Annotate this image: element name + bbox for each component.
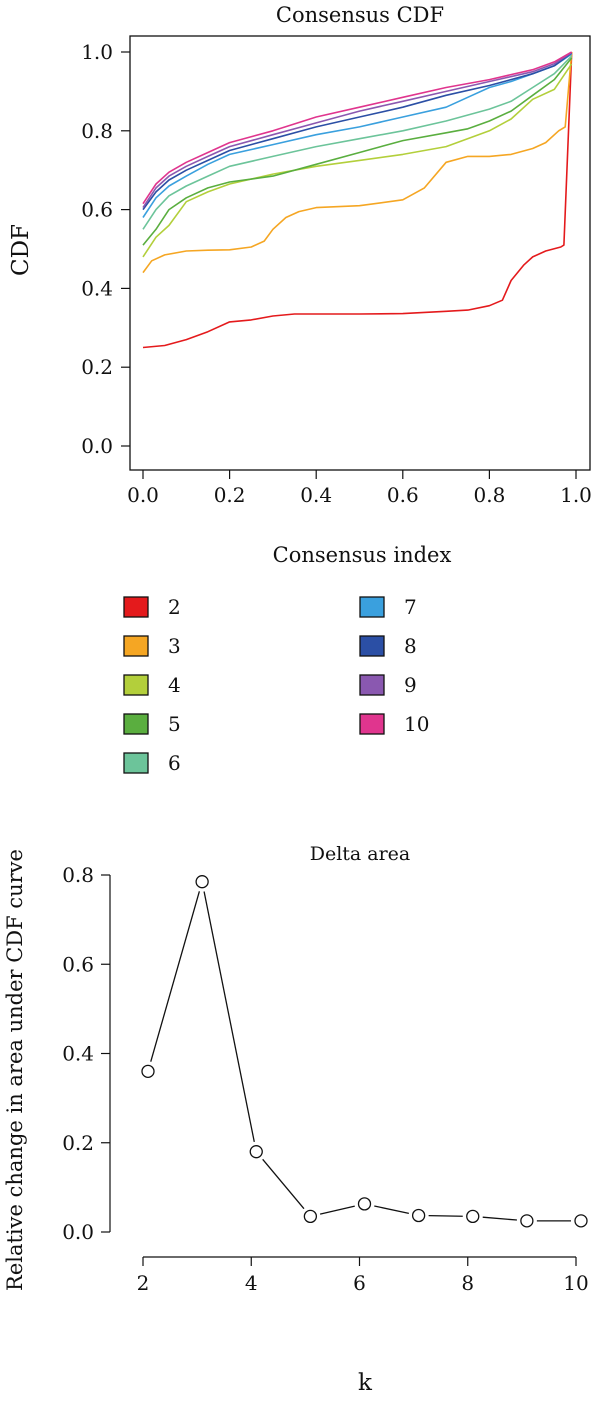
cdf-x-tick-label: 0.0 [127,483,159,507]
cdf-y-tick-label: 0.6 [81,198,113,222]
delta-area-chart: Delta area Relative change in area under… [3,843,589,1396]
cdf-chart: Consensus CDF CDF 0.0 0.2 0.4 0.6 0.8 1.0 0.0… [8,3,592,507]
legend-label: 2 [168,595,181,619]
cdf-y-tick-label: 0.4 [81,276,113,300]
legend-item-10: 10 [359,712,429,736]
cdf-y-tick-label: 1.0 [81,40,113,64]
cdf-y-tick-label: 0.8 [81,119,113,143]
legend-item-8: 8 [359,634,417,658]
cdf-y-tick-label: 0.0 [81,434,113,458]
delta-x-tick-label: 8 [461,1271,474,1295]
delta-title: Delta area [310,843,411,865]
delta-point [466,1209,480,1224]
legend-swatch [123,596,149,618]
cdf-series-lines [142,51,573,349]
legend-label: 8 [404,634,417,658]
legend-label: 3 [168,634,181,658]
delta-segment [482,1216,517,1221]
legend-label: 4 [168,673,181,697]
legend-item-6: 6 [123,751,181,775]
cdf-line-k3 [142,51,573,274]
legend-label: 9 [404,673,417,697]
legend-swatch [359,596,385,618]
delta-y-tick-label: 0.2 [62,1131,94,1155]
delta-point [303,1209,318,1224]
delta-y-tick-label: 0.0 [62,1220,94,1244]
legend-swatch [123,752,149,774]
legend-item-7: 7 [359,595,417,619]
delta-point [574,1214,588,1228]
delta-segment [150,891,201,1062]
delta-point [195,875,209,889]
legend-label: 5 [168,712,181,736]
legend-title: Consensus index [273,543,452,567]
delta-x-tick-label: 4 [245,1271,258,1295]
cdf-legend: Consensus index 2 3 4 5 6 7 8 9 10 [123,543,452,775]
delta-y-tick-label: 0.6 [62,952,94,976]
cdf-line-k2 [142,51,573,349]
delta-segment [203,891,255,1142]
cdf-x-tick-label: 0.6 [387,483,419,507]
legend-swatch [359,713,385,735]
cdf-line-k5 [142,57,573,246]
cdf-x-tick-label: 1.0 [560,483,592,507]
legend-swatch [123,713,149,735]
delta-x-tick-label: 10 [563,1271,588,1295]
delta-xlabel: k [358,1370,373,1396]
cdf-x-tick-label: 0.4 [300,483,332,507]
legend-swatch [123,674,149,696]
delta-segment [319,1205,355,1215]
legend-label: 6 [168,751,181,775]
legend-item-4: 4 [123,673,181,697]
legend-item-3: 3 [123,634,181,658]
delta-segment [262,1158,305,1210]
cdf-line-k6 [142,55,573,230]
delta-point [141,1064,155,1078]
delta-y-axis: 0.0 0.2 0.4 0.6 0.8 [62,863,111,1244]
cdf-y-axis: 0.0 0.2 0.4 0.6 0.8 1.0 [81,40,130,458]
cdf-x-axis: 0.0 0.2 0.4 0.6 0.8 1.0 [127,470,592,507]
delta-x-tick-label: 2 [137,1271,150,1295]
delta-segment [374,1205,409,1215]
cdf-y-tick-label: 0.2 [81,355,113,379]
delta-x-axis: 2 4 6 8 10 [137,1256,589,1295]
delta-y-tick-label: 0.4 [62,1042,94,1066]
legend-swatch [123,635,149,657]
cdf-line-k7 [142,53,573,218]
legend-item-2: 2 [123,595,181,619]
legend-item-5: 5 [123,712,181,736]
legend-label: 10 [404,712,429,736]
delta-x-tick-label: 6 [353,1271,366,1295]
cdf-title: Consensus CDF [276,3,444,27]
cdf-x-tick-label: 0.2 [214,483,246,507]
delta-point [357,1197,372,1211]
delta-point [249,1145,263,1159]
cdf-line-k10 [142,51,573,205]
cdf-line-k8 [142,52,573,211]
delta-y-tick-label: 0.8 [62,863,94,887]
delta-point [520,1214,534,1228]
delta-ylabel: Relative change in area under CDF curve [3,849,27,1291]
delta-series [141,875,588,1228]
cdf-line-k4 [142,63,573,258]
legend-label: 7 [404,595,417,619]
delta-segment [428,1215,463,1217]
cdf-line-k9 [142,51,573,209]
cdf-plot-frame [129,35,591,471]
cdf-x-tick-label: 0.8 [473,483,505,507]
delta-point [411,1208,426,1223]
legend-item-9: 9 [359,673,417,697]
cdf-ylabel: CDF [8,224,34,276]
legend-swatch [359,674,385,696]
legend-swatch [359,635,385,657]
